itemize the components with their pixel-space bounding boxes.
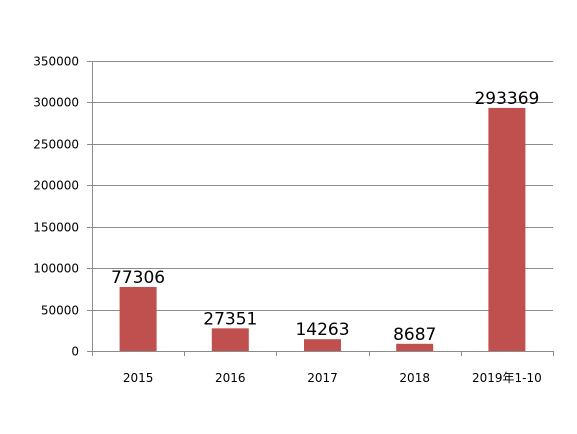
data-label-2016: 27351 bbox=[203, 309, 257, 329]
axes bbox=[87, 61, 554, 356]
bar-2019年1-10 bbox=[488, 107, 526, 352]
y-axis-tick-labels: 0 50000 100000 150000 200000 250000 300000 3500… bbox=[33, 55, 79, 359]
data-label-2015: 77306 bbox=[111, 268, 165, 288]
data-labels: 77306 27351 14263 8687 293369 bbox=[111, 89, 539, 345]
y-tick-label: 50000 bbox=[41, 304, 79, 318]
gridlines bbox=[92, 61, 553, 311]
y-tick-label: 350000 bbox=[33, 55, 79, 69]
y-tick-label: 200000 bbox=[33, 179, 79, 193]
x-tick-label: 2018 bbox=[399, 371, 430, 385]
data-label-2018: 8687 bbox=[393, 325, 436, 345]
x-tick-label: 2019年1-10 bbox=[472, 371, 542, 385]
y-tick-label: 100000 bbox=[33, 262, 79, 276]
y-tick-label: 0 bbox=[71, 345, 79, 359]
data-label-2017: 14263 bbox=[295, 320, 349, 340]
x-axis-tick-labels: 2015 2016 2017 2018 2019年1-10 bbox=[123, 371, 542, 385]
x-tick-label: 2016 bbox=[215, 371, 246, 385]
bar-2017 bbox=[304, 339, 341, 351]
y-tick-label: 150000 bbox=[33, 221, 79, 235]
data-label-2019年1-10: 293369 bbox=[474, 89, 539, 109]
x-tick-label: 2015 bbox=[123, 371, 154, 385]
y-tick-label: 300000 bbox=[33, 96, 79, 110]
bar-2015 bbox=[119, 286, 157, 351]
y-tick-label: 250000 bbox=[33, 138, 79, 152]
bars bbox=[119, 107, 526, 352]
bar-2018 bbox=[396, 343, 434, 351]
x-tick-label: 2017 bbox=[307, 371, 338, 385]
bar-2016 bbox=[211, 328, 249, 351]
